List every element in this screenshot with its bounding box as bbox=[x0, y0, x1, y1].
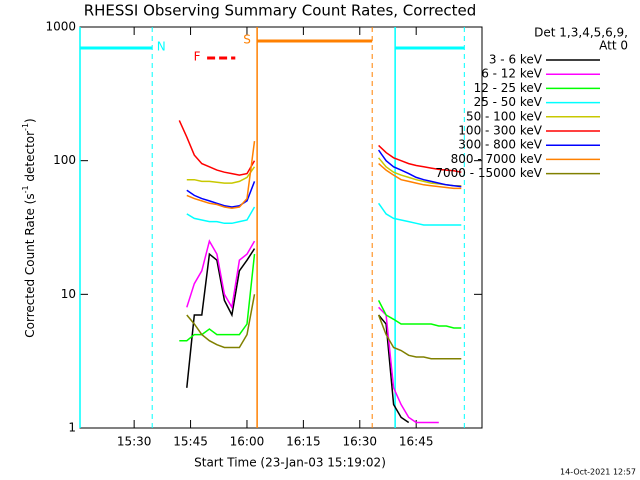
plot-frame bbox=[79, 26, 483, 429]
series-line bbox=[186, 157, 462, 187]
y-tick-label: 100 bbox=[53, 153, 76, 167]
series-line bbox=[186, 149, 462, 208]
x-tick-label: 15:45 bbox=[173, 435, 208, 449]
y-label-part: detector bbox=[23, 131, 37, 186]
x-tick-label: 15:30 bbox=[117, 435, 152, 449]
y-label-sup: -1 bbox=[21, 185, 30, 193]
y-label-part: ) bbox=[23, 118, 37, 123]
x-axis-label: Start Time (23-Jan-03 15:19:02) bbox=[194, 456, 386, 470]
series-line bbox=[186, 202, 462, 226]
series-line bbox=[186, 294, 462, 360]
series-line bbox=[186, 239, 439, 424]
y-tick-label: 1 bbox=[68, 421, 76, 435]
y-label-part: Corrected Count Rate (s bbox=[23, 193, 37, 337]
flag-label: S bbox=[243, 33, 251, 47]
legend-label: 800 - 7000 keV bbox=[451, 152, 543, 166]
legend-label: 7000 - 15000 keV bbox=[435, 166, 542, 180]
flag-label: N bbox=[157, 40, 166, 54]
series-line bbox=[179, 254, 462, 342]
y-tick-label: 10 bbox=[61, 287, 76, 301]
x-tick-label: 16:15 bbox=[286, 435, 321, 449]
flag-label: F bbox=[194, 50, 201, 64]
series-line bbox=[178, 120, 462, 176]
legend-label: 25 - 50 keV bbox=[474, 95, 543, 109]
x-tick-label: 16:45 bbox=[399, 435, 434, 449]
x-tick-label: 16:30 bbox=[342, 435, 377, 449]
legend-header: Att 0 bbox=[599, 39, 628, 53]
legend-label: 12 - 25 keV bbox=[474, 81, 543, 95]
y-label-sup: -1 bbox=[21, 123, 30, 131]
chart-title: RHESSI Observing Summary Count Rates, Co… bbox=[84, 2, 477, 20]
y-axis-label: Corrected Count Rate (s-1 detector-1) bbox=[21, 118, 37, 337]
legend-label: 3 - 6 keV bbox=[489, 53, 543, 67]
footer: 14-Oct-2021 12:57 bbox=[560, 468, 636, 477]
y-tick-label: 1000 bbox=[45, 20, 76, 34]
legend-header: Det 1,3,4,5,6,9, bbox=[534, 26, 628, 40]
legend-label: 100 - 300 keV bbox=[458, 124, 542, 138]
x-tick-label: 16:00 bbox=[230, 435, 265, 449]
series-line bbox=[186, 141, 462, 210]
legend-label: 50 - 100 keV bbox=[466, 109, 543, 123]
legend-label: 6 - 12 keV bbox=[481, 67, 543, 81]
series-line bbox=[186, 248, 410, 424]
legend-label: 300 - 800 keV bbox=[458, 138, 542, 152]
